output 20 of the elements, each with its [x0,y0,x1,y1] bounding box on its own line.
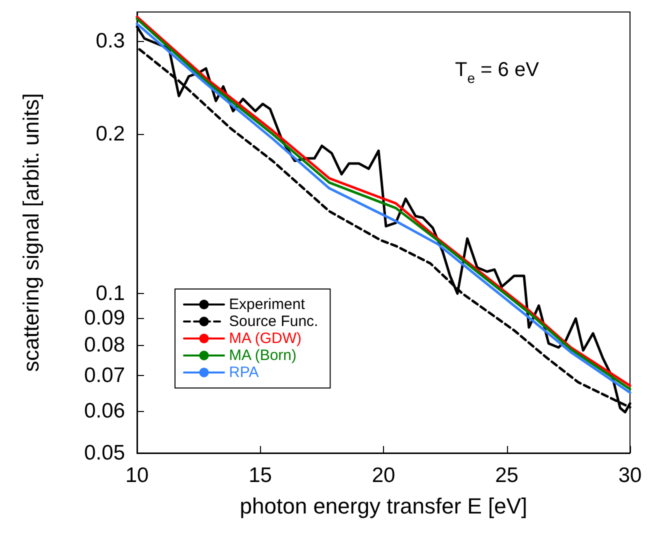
x-tick-label: 10 [125,464,149,487]
y-tick-label: 0.07 [84,364,125,388]
y-tick-label: 0.09 [84,306,125,330]
legend-label: Experiment [229,296,306,313]
legend-label: MA (Born) [229,347,297,364]
y-tick-label: 0.3 [96,29,125,52]
y-axis-title: scattering signal [arbit. units] [18,93,44,372]
y-tick-label: 0.2 [96,122,125,146]
x-tick-label: 20 [372,464,396,487]
legend-label: RPA [229,364,259,381]
x-tick-label: 30 [618,464,642,487]
x-axis-title: photon energy transfer E [eV] [240,494,528,518]
y-tick-label: 0.05 [84,442,125,464]
y-tick-label: 0.08 [84,333,125,356]
legend-label: Source Func. [229,313,318,330]
y-tick-label: 0.1 [96,282,125,306]
legend-label: MA (GDW) [229,330,302,347]
x-tick-label: 25 [495,464,518,487]
y-tick-label: 0.06 [84,400,125,423]
x-tick-label: 15 [248,464,272,487]
